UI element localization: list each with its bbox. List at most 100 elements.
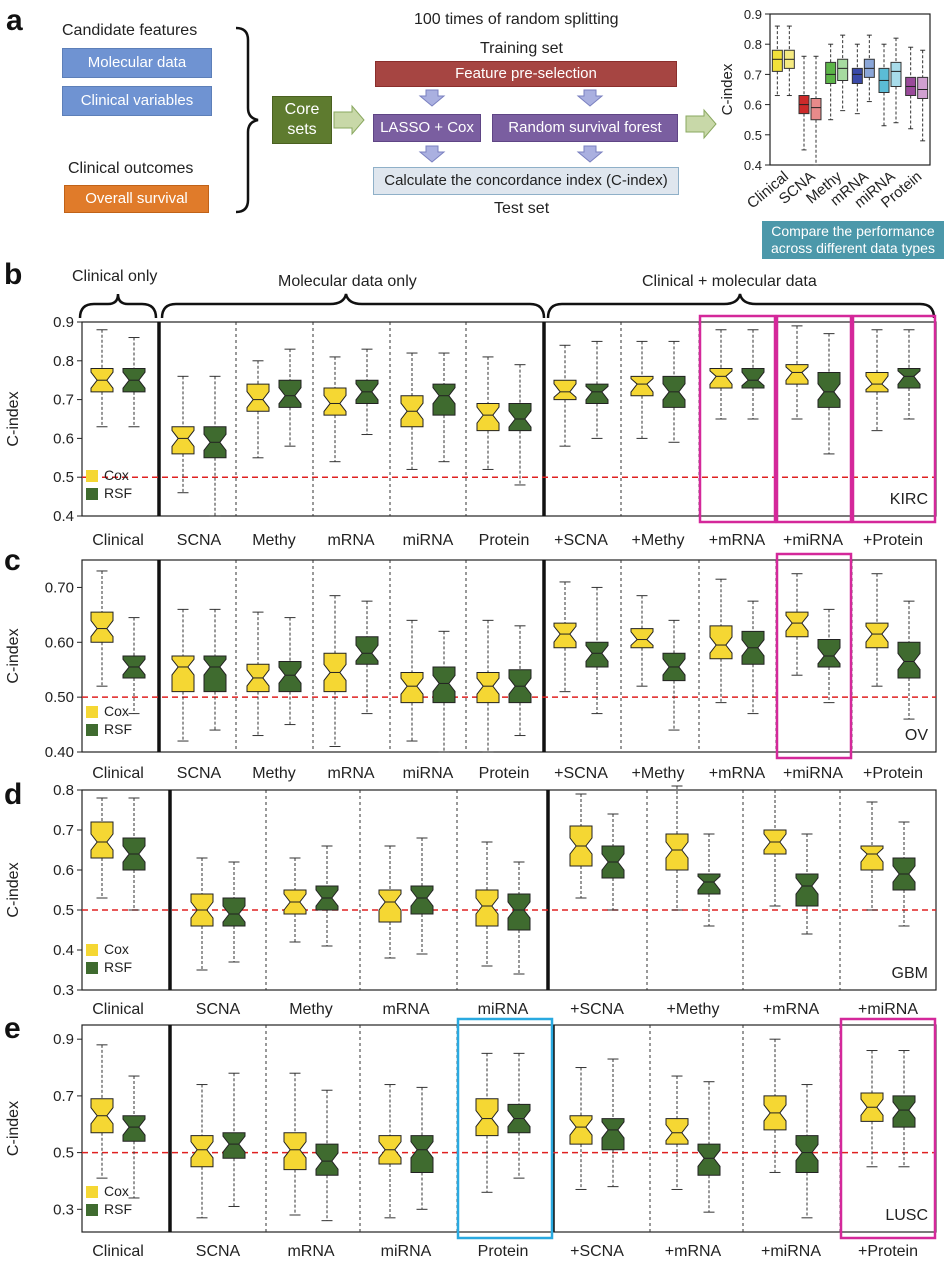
category-label: +Methy	[632, 765, 685, 782]
box-cox	[851, 67, 863, 84]
category-label: SCNA	[196, 1243, 241, 1260]
category-label: +Protein	[863, 765, 923, 782]
category-label: Clinical	[92, 1243, 144, 1260]
header-molecular-only: Molecular data only	[278, 273, 417, 290]
category-label: Methy	[252, 765, 296, 782]
box-cox	[865, 371, 889, 393]
box-cox	[171, 426, 195, 455]
box-rsf	[410, 1135, 434, 1173]
category-label: Clinical	[92, 532, 144, 549]
arrow-to-pipeline	[333, 104, 365, 136]
box-rsf	[222, 1132, 246, 1159]
box-cox	[630, 375, 654, 397]
y-tick-label: 0.50	[45, 689, 74, 706]
arrow-down-1	[418, 89, 446, 107]
highlight-box	[775, 552, 853, 760]
box-cox	[665, 1118, 689, 1145]
y-axis-label: C-index	[5, 628, 22, 683]
y-tick-label: 0.70	[45, 579, 74, 596]
y-tick-label: 0.8	[53, 353, 74, 370]
legend-label-cox: Cox	[104, 941, 129, 957]
category-label: +miRNA	[783, 765, 843, 782]
box-cox	[323, 387, 347, 416]
category-label: miRNA	[403, 765, 454, 782]
box-rsf	[897, 641, 921, 679]
y-tick-label: 0.6	[744, 98, 762, 113]
category-label: +SCNA	[570, 1243, 624, 1260]
y-tick-label: 0.5	[744, 128, 762, 143]
category-label: Methy	[252, 532, 296, 549]
box-rsf	[315, 1143, 339, 1176]
header-clinical-molecular: Clinical + molecular data	[642, 273, 817, 290]
arrow-to-inset	[685, 108, 717, 140]
legend-swatch-cox	[86, 1186, 98, 1198]
legend-label-rsf: RSF	[104, 959, 132, 975]
box-cox	[665, 833, 689, 871]
y-axis-label: C-index	[5, 391, 22, 446]
feature-preselection-box: Feature pre-selection	[375, 61, 677, 87]
header-clinical-only: Clinical only	[72, 268, 158, 285]
legend-swatch-rsf	[86, 488, 98, 500]
box-cox	[553, 622, 577, 649]
y-tick-label: 0.7	[53, 392, 74, 409]
box-rsf	[817, 371, 841, 408]
box-cox	[378, 889, 402, 923]
box-rsf	[795, 1135, 819, 1173]
box-rsf	[810, 98, 822, 121]
box-rsf	[697, 1143, 721, 1176]
box-rsf	[817, 639, 841, 668]
y-tick-label: 0.5	[53, 469, 74, 486]
category-label: Protein	[479, 532, 530, 549]
box-cox	[171, 655, 195, 693]
category-label: Methy	[289, 1001, 333, 1018]
chart-d: 0.3 0.4 0.5 0.6 0.7 0.8 C-index Clinical SCNA Met…	[5, 782, 937, 1018]
overall-survival-box: Overall survival	[64, 185, 209, 213]
legend-swatch-cox	[86, 944, 98, 956]
box-rsf	[795, 873, 819, 907]
y-tick-label: 0.5	[53, 902, 74, 919]
box-rsf	[837, 58, 849, 81]
box-rsf	[432, 383, 456, 416]
test-set-label: Test set	[494, 200, 550, 217]
box-cox	[825, 61, 837, 84]
plot-frame	[81, 789, 937, 991]
category-label: +Protein	[858, 1243, 918, 1260]
legend-swatch-rsf	[86, 962, 98, 974]
highlight-box	[851, 314, 937, 524]
category-label: mRNA	[327, 765, 374, 782]
category-label: Protein	[479, 765, 530, 782]
category-label: +miRNA	[783, 532, 843, 549]
rsf-box: Random survival forest	[492, 114, 678, 142]
y-tick-label: 0.8	[53, 782, 74, 799]
category-label: Clinical	[92, 1001, 144, 1018]
y-tick-label: 0.4	[53, 508, 74, 525]
legend-swatch-cox	[86, 706, 98, 718]
box-cox	[400, 671, 424, 704]
lasso-cox-box: LASSO + Cox	[373, 114, 481, 142]
clinical-variables-box: Clinical variables	[62, 86, 212, 116]
box-cox	[709, 368, 733, 389]
box-cox	[246, 383, 270, 412]
box-rsf	[741, 368, 765, 389]
box-cox	[475, 889, 499, 927]
legend-swatch-rsf	[86, 1204, 98, 1216]
box-cox	[630, 628, 654, 649]
box-rsf	[278, 379, 302, 408]
y-axis-label: C-index	[5, 862, 22, 917]
box-cox	[785, 364, 809, 385]
category-label: +mRNA	[665, 1243, 722, 1260]
category-label: miRNA	[403, 532, 454, 549]
box-cox	[476, 402, 500, 432]
category-label: +mRNA	[709, 532, 766, 549]
legend-label-cox: Cox	[104, 1183, 129, 1199]
arrow-down-2	[576, 89, 604, 107]
chart-b: 0.4 0.5 0.6 0.7 0.8 0.9 C-index Clinical SCNA Met…	[5, 314, 937, 549]
legend-label-rsf: RSF	[104, 485, 132, 501]
category-label: miRNA	[478, 1001, 529, 1018]
box-cox	[771, 49, 783, 72]
y-tick-label: 0.7	[744, 67, 762, 82]
y-tick-label: 0.4	[744, 158, 762, 173]
